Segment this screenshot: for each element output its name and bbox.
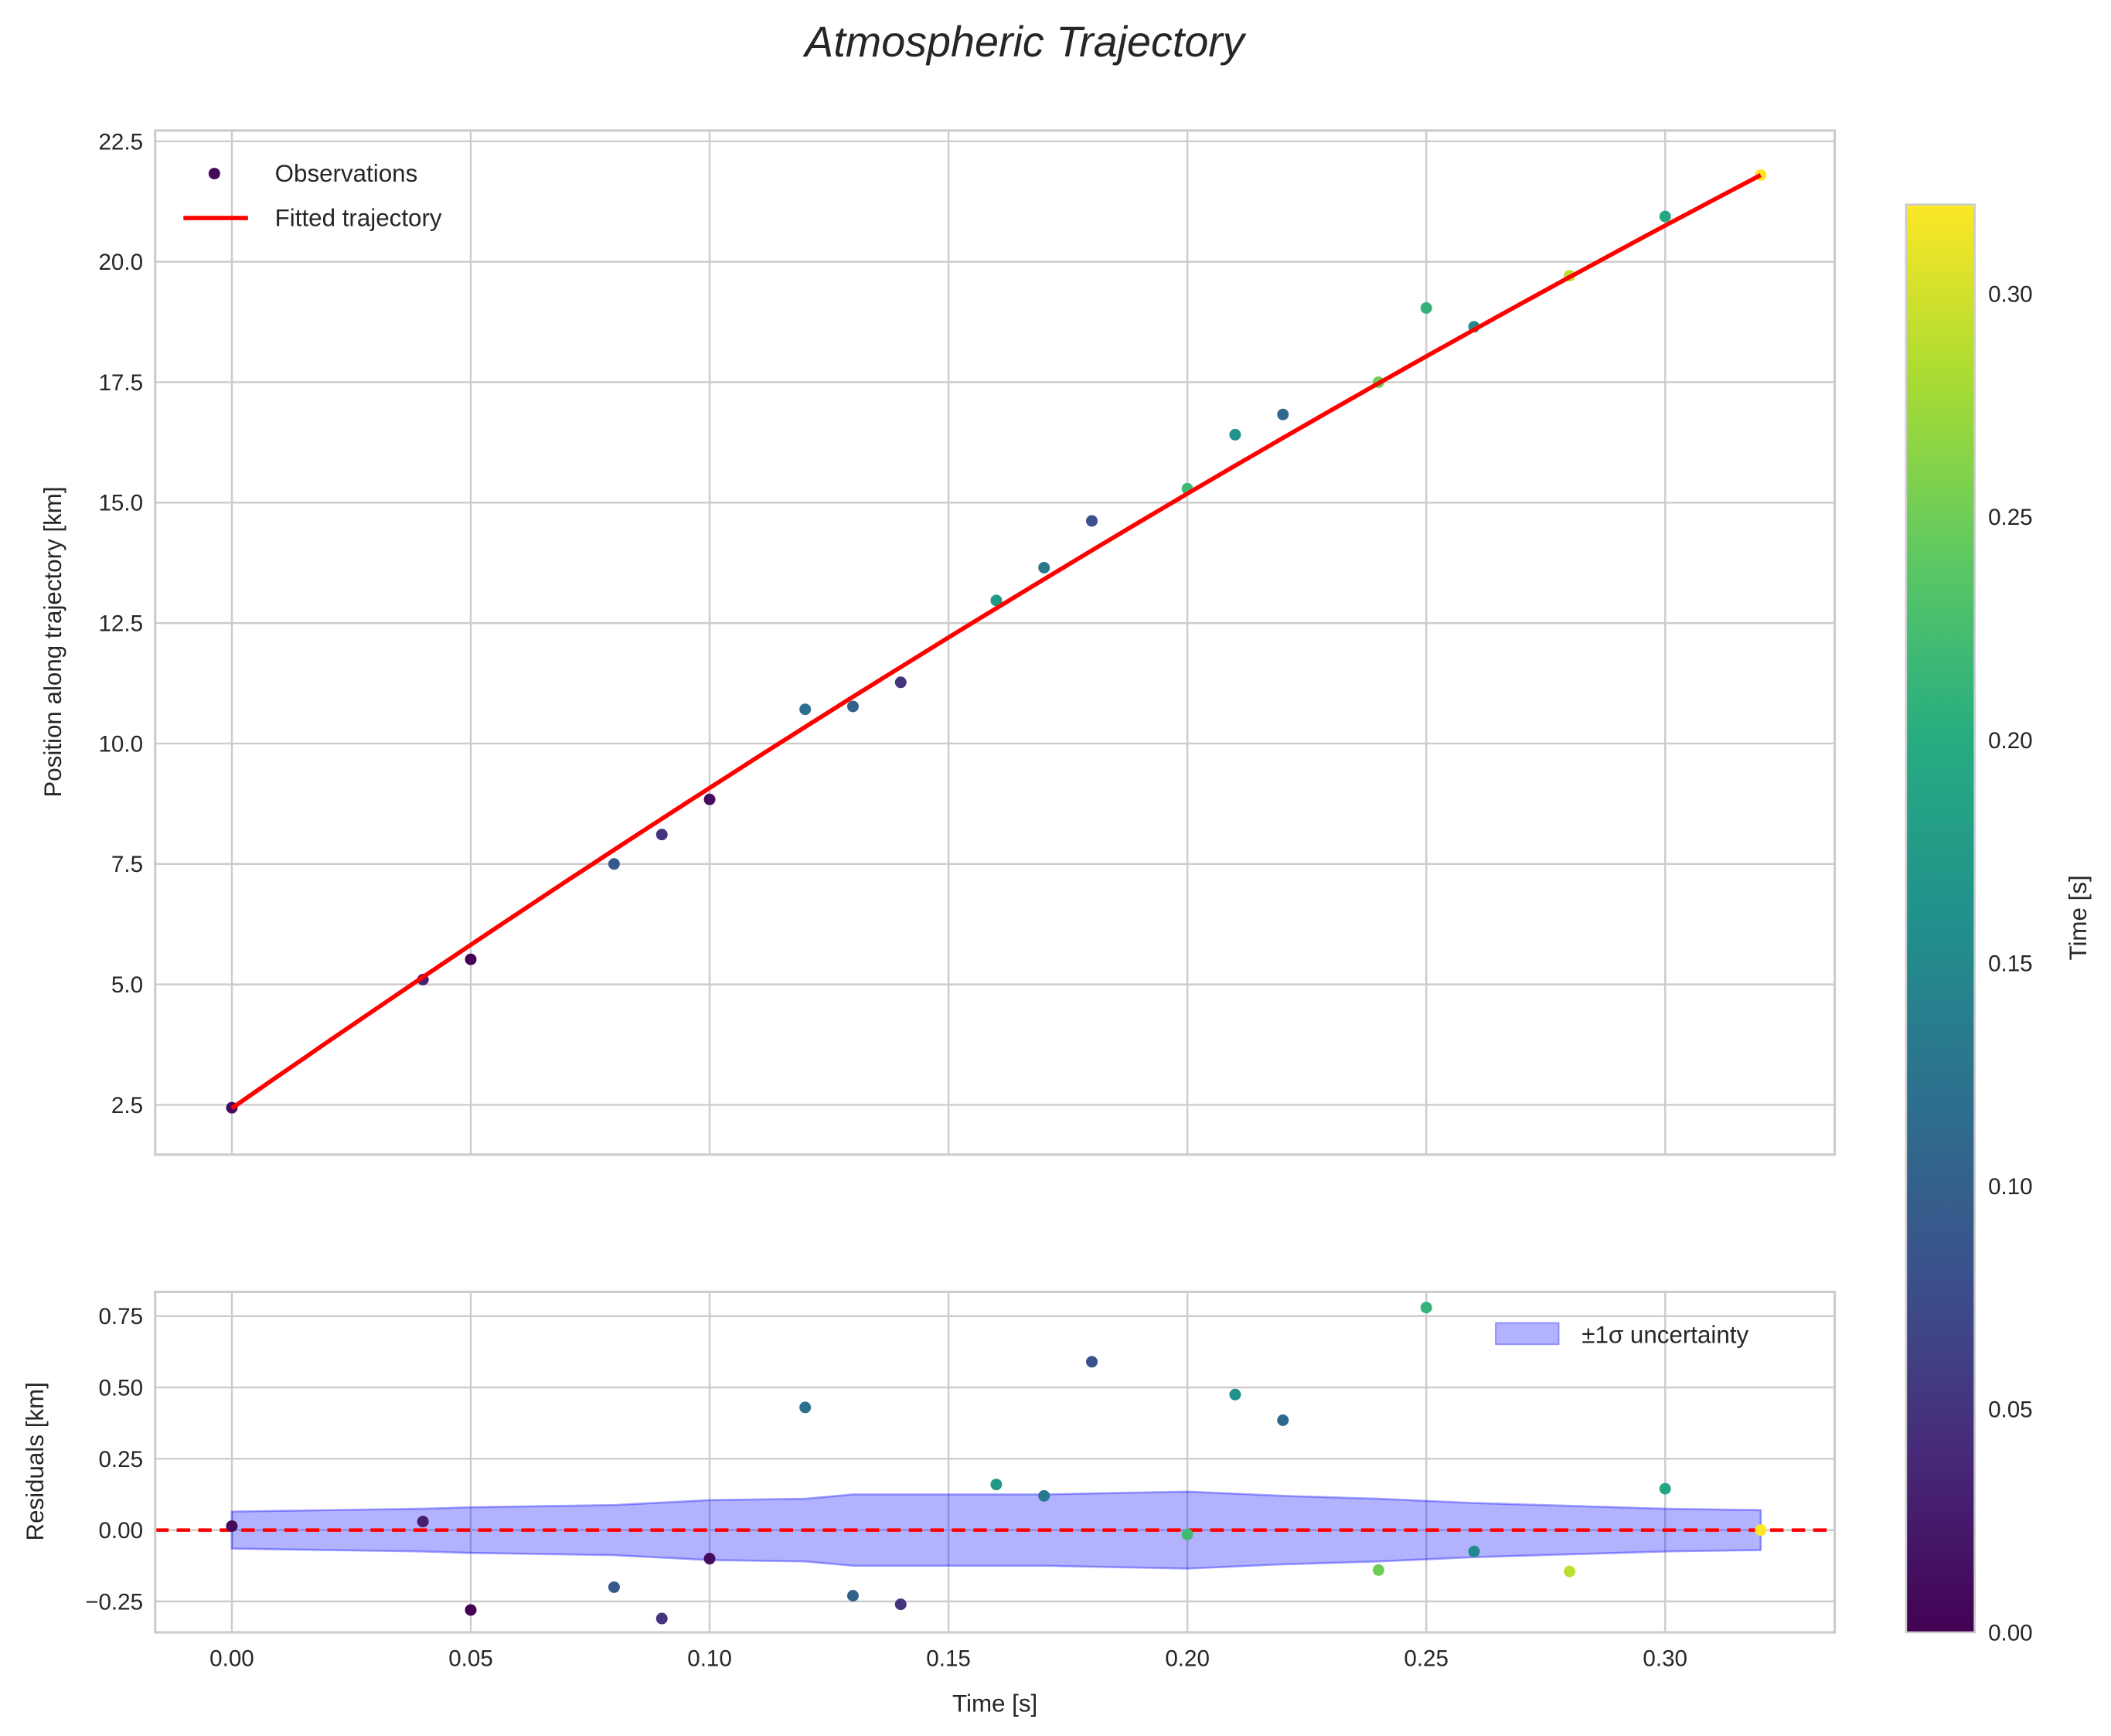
- x-tick-label: 0.30: [1643, 1646, 1687, 1671]
- observation-point: [608, 858, 620, 870]
- residual-point: [226, 1520, 238, 1532]
- top-axes: 2.5 5.0 7.5 10.0 12.5 15.0 17.5 20.0 22.5 Observa…: [98, 129, 1837, 1156]
- observation-point: [1038, 561, 1050, 574]
- observation-point: [1229, 428, 1241, 441]
- fitted-trajectory-line: [230, 173, 1762, 1111]
- chart-title: Atmospheric Trajectory: [802, 18, 1247, 66]
- legend-uncertainty-label: ±1σ uncertainty: [1582, 1322, 1748, 1349]
- residual-point: [608, 1581, 620, 1593]
- residual-point: [417, 1516, 429, 1528]
- y-tick-label: −0.25: [85, 1589, 143, 1615]
- y-tick-label: 17.5: [98, 370, 143, 396]
- y-tick-label: 12.5: [98, 611, 143, 637]
- residual-point: [846, 1590, 859, 1602]
- observation-point: [655, 829, 668, 841]
- y-tick-label: 0.50: [98, 1376, 143, 1401]
- y-tick-label: 22.5: [98, 129, 143, 155]
- observation-point: [1277, 408, 1289, 420]
- observation-point: [465, 953, 477, 965]
- residual-point: [1659, 1482, 1671, 1495]
- residual-axes: 0.00 0.05 0.10 0.15 0.20 0.25 0.30 −0.25 0.00 0.2…: [85, 1290, 1837, 1671]
- x-tick-label: 0.10: [687, 1646, 732, 1671]
- x-tick-label: 0.15: [926, 1646, 971, 1671]
- residual-point: [1038, 1489, 1050, 1502]
- x-axis-label: Time [s]: [952, 1690, 1037, 1717]
- y-tick-label: 2.5: [111, 1093, 143, 1118]
- colorbar-tick-label: 0.05: [1988, 1397, 2033, 1423]
- y-tick-label: 20.0: [98, 250, 143, 275]
- legend-observations-marker: [208, 168, 220, 180]
- colorbar-scale: [1905, 203, 1976, 1634]
- residual-point: [799, 1401, 812, 1414]
- bottom-y-axis-label: Residuals [km]: [22, 1382, 49, 1540]
- y-tick-label: 0.75: [98, 1304, 143, 1329]
- y-tick-label: 10.0: [98, 731, 143, 757]
- observation-point: [990, 594, 1003, 607]
- residual-axes-frame: [154, 1290, 1837, 1634]
- residual-point: [1468, 1545, 1480, 1557]
- residual-point: [1229, 1388, 1241, 1401]
- residual-point: [465, 1604, 477, 1616]
- observation-point: [846, 700, 859, 713]
- residual-point: [894, 1598, 907, 1611]
- colorbar: 0.00 0.05 0.10 0.15 0.20 0.25 0.30: [1905, 203, 2033, 1646]
- y-tick-label: 15.0: [98, 491, 143, 516]
- observation-point: [1420, 301, 1432, 314]
- residual-point: [1372, 1564, 1384, 1576]
- colorbar-tick-label: 0.20: [1988, 728, 2033, 754]
- colorbar-tick-label: 0.10: [1988, 1174, 2033, 1200]
- x-tick-label: 0.20: [1165, 1646, 1210, 1671]
- observation-point: [894, 676, 907, 689]
- colorbar-tick-label: 0.15: [1988, 951, 2033, 976]
- observation-point: [799, 703, 812, 716]
- residual-point: [655, 1612, 668, 1625]
- top-axes-frame: [154, 129, 1837, 1156]
- observation-point: [1086, 515, 1098, 527]
- residual-point: [990, 1479, 1003, 1491]
- y-tick-label: 7.5: [111, 852, 143, 877]
- residual-point: [1755, 1524, 1767, 1537]
- colorbar-tick-label: 0.25: [1988, 505, 2033, 530]
- legend-observations-label: Observations: [275, 160, 418, 187]
- residual-point: [703, 1553, 716, 1565]
- observation-point: [1659, 210, 1671, 223]
- colorbar-label: Time [s]: [2065, 875, 2092, 960]
- residual-point: [1420, 1302, 1432, 1314]
- residual-point: [1086, 1356, 1098, 1368]
- residual-point: [1564, 1565, 1576, 1578]
- y-tick-label: 0.00: [98, 1518, 143, 1544]
- x-tick-label: 0.05: [448, 1646, 493, 1671]
- x-tick-label: 0.00: [209, 1646, 254, 1671]
- residual-point: [1181, 1528, 1193, 1540]
- y-tick-label: 0.25: [98, 1447, 143, 1472]
- x-tick-label: 0.25: [1404, 1646, 1449, 1671]
- legend-uncertainty-swatch: [1494, 1322, 1560, 1346]
- y-tick-label: 5.0: [111, 972, 143, 998]
- legend-fit-label: Fitted trajectory: [275, 205, 442, 232]
- colorbar-tick-label: 0.00: [1988, 1620, 2033, 1646]
- top-y-axis-label: Position along trajectory [km]: [39, 486, 66, 797]
- residual-point: [1277, 1414, 1289, 1426]
- colorbar-tick-label: 0.30: [1988, 282, 2033, 308]
- observation-point: [703, 793, 716, 805]
